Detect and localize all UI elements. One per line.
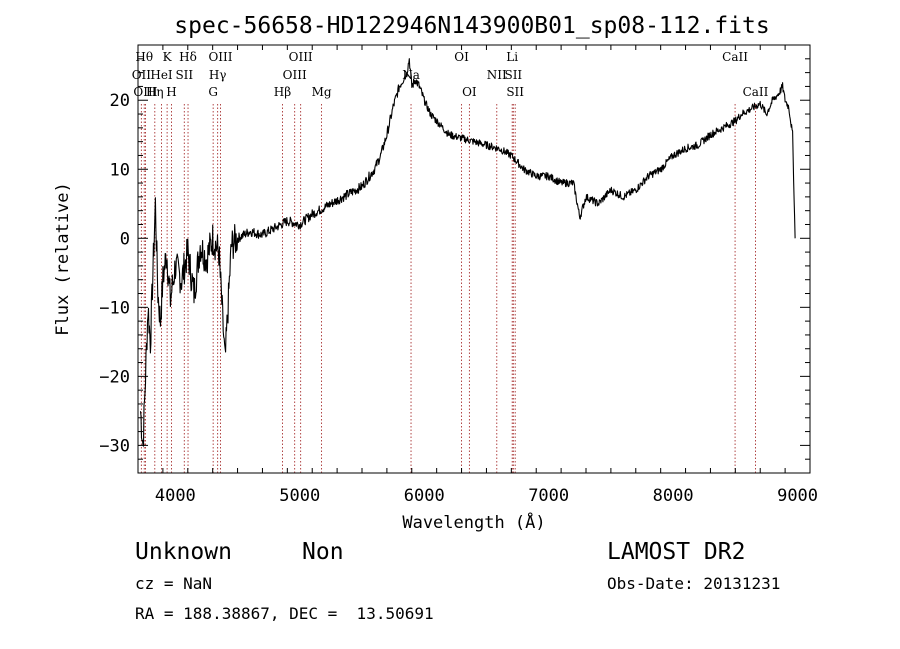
line-label: HeI <box>150 68 173 82</box>
coordinates: RA = 188.38867, DEC = 13.50691 <box>135 604 434 623</box>
redshift-readout: cz = NaN <box>135 574 213 593</box>
x-tick-label: 5000 <box>279 486 320 506</box>
line-label: CaII <box>743 85 769 99</box>
line-label: Hγ <box>209 68 227 82</box>
y-tick-label: −20 <box>99 367 130 387</box>
x-tick-label: 7000 <box>528 486 569 506</box>
line-label: Hβ <box>274 85 291 99</box>
y-tick-label: 20 <box>110 91 130 111</box>
x-tick-label: 4000 <box>155 486 196 506</box>
object-class: Unknown <box>135 539 232 565</box>
y-axis-label: Flux (relative) <box>53 182 73 336</box>
spectral-line-markers: OIIHθOIIIHηHeIKHSIIHδGHγOIIIHβOIIIOIIIMg… <box>132 50 769 473</box>
line-label: SII <box>506 85 524 99</box>
y-tick-label: 10 <box>110 160 130 180</box>
line-label: SII <box>504 68 522 82</box>
line-label: Mg <box>312 85 332 99</box>
line-label: OIII <box>133 85 157 99</box>
object-subclass: Non <box>302 539 344 565</box>
x-tick-label: 8000 <box>653 486 694 506</box>
line-label: OIII <box>283 68 307 82</box>
y-tick-label: −10 <box>99 298 130 318</box>
line-label: Hθ <box>135 50 153 64</box>
line-label: OII <box>132 68 152 82</box>
line-label: CaII <box>722 50 748 64</box>
x-tick-label: 6000 <box>404 486 445 506</box>
line-label: OI <box>454 50 469 64</box>
y-tick-label: −30 <box>99 436 130 456</box>
line-label: K <box>163 50 173 64</box>
line-label: Hδ <box>179 50 197 64</box>
line-label: Li <box>506 50 518 64</box>
line-label: SII <box>175 68 193 82</box>
axis-ticks: 4000 5000 6000 7000 8000 9000 −30 −20 −10 0 10 20 <box>99 44 818 506</box>
line-label: H <box>166 85 176 99</box>
plot-frame <box>137 44 811 474</box>
line-label: NII <box>487 68 507 82</box>
x-axis-label: Wavelength (Å) <box>402 511 545 533</box>
chart-title: spec-56658-HD122946N143900B01_sp08-112.f… <box>174 13 769 39</box>
line-label: OIII <box>289 50 313 64</box>
line-label: G <box>208 85 218 99</box>
line-label: OIII <box>208 50 232 64</box>
survey-label: LAMOST DR2 <box>607 539 746 565</box>
spectrum-line <box>139 58 796 447</box>
line-label: Hη <box>146 85 164 99</box>
line-label: OI <box>462 85 477 99</box>
obs-date: Obs-Date: 20131231 <box>607 574 781 593</box>
x-tick-label: 9000 <box>777 486 818 506</box>
y-tick-label: 0 <box>120 229 130 249</box>
